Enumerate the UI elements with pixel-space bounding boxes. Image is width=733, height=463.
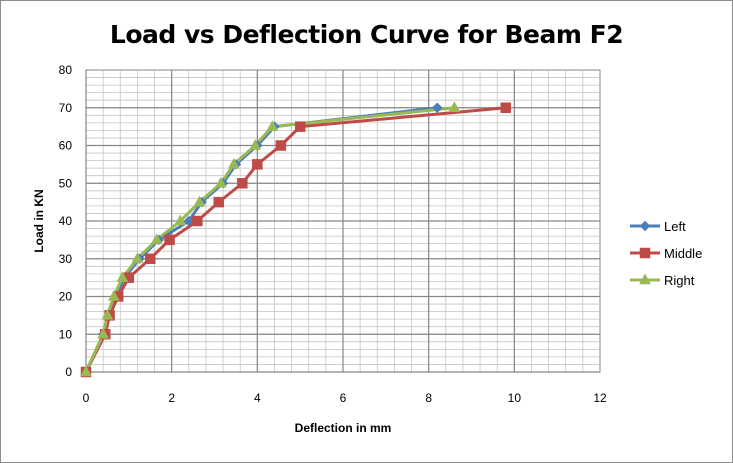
data-point-middle	[294, 121, 306, 132]
y-axis-title: Load in KN	[32, 189, 46, 252]
data-point-right	[215, 176, 227, 188]
y-tick-label: 50	[59, 176, 73, 190]
data-point-left	[431, 102, 443, 114]
data-point-right	[174, 214, 187, 226]
x-tick-label: 12	[593, 391, 607, 405]
y-tick-label: 80	[59, 63, 73, 77]
x-tick-label: 0	[83, 391, 90, 405]
legend-label-middle: Middle	[664, 246, 702, 261]
legend-marker-right	[639, 273, 651, 285]
data-point-right	[249, 138, 262, 150]
data-point-right	[107, 289, 120, 301]
y-tick-label: 20	[59, 290, 73, 304]
data-point-middle	[275, 140, 287, 151]
y-tick-label: 30	[59, 252, 73, 266]
x-tick-label: 2	[168, 391, 175, 405]
x-tick-label: 4	[254, 391, 261, 405]
data-point-right	[266, 120, 279, 131]
x-tick-label: 10	[508, 391, 522, 405]
data-point-right	[131, 252, 144, 263]
data-point-right	[80, 365, 92, 377]
legend-label-right: Right	[664, 273, 695, 288]
data-point-right	[448, 101, 461, 112]
data-point-right	[101, 308, 114, 320]
x-tick-label: 6	[340, 391, 347, 405]
x-tick-label: 8	[425, 391, 432, 405]
data-point-middle	[192, 215, 203, 227]
legend-marker-left	[639, 220, 651, 232]
data-point-right	[97, 327, 110, 339]
y-tick-label: 70	[59, 101, 73, 115]
y-tick-label: 60	[59, 139, 73, 153]
legend-marker-middle	[639, 247, 651, 259]
data-point-right	[193, 195, 206, 207]
data-point-middle	[252, 159, 263, 170]
y-tick-label: 10	[59, 327, 73, 341]
data-point-middle	[500, 102, 512, 113]
y-tick-label: 40	[59, 214, 73, 228]
y-tick-label: 0	[65, 365, 72, 379]
data-point-middle	[213, 196, 225, 208]
data-point-right	[227, 157, 240, 169]
data-point-middle	[145, 253, 156, 264]
x-axis-title: Deflection in mm	[295, 421, 392, 435]
data-point-right	[150, 233, 163, 245]
data-point-middle	[237, 178, 248, 189]
data-point-right	[116, 271, 129, 282]
chart-title: Load vs Deflection Curve for Beam F2	[109, 20, 624, 49]
data-point-middle	[164, 234, 175, 246]
legend-label-left: Left	[664, 219, 686, 234]
